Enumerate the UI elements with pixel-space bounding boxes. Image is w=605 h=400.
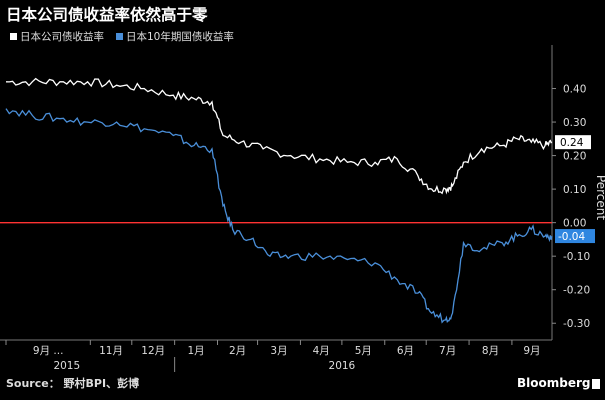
x-tick-label: 8月 [482,345,499,357]
x-tick-label: 11月 [99,345,123,357]
x-year-label: 2015 [53,360,80,372]
legend-item-jgb: 日本10年期国债收益率 [116,29,234,44]
x-tick-label: 3月 [270,345,287,357]
series-line-jgb [5,108,553,324]
y-tick-label: 0.10 [563,184,586,196]
legend-swatch-white [10,33,17,40]
series-line-corporate [5,77,553,195]
y-tick-label: 0.30 [563,117,586,129]
y-tick-label: 0.20 [563,151,586,163]
x-tick-label: 4月 [313,345,330,357]
bloomberg-mark-icon [592,379,600,389]
y-tick-label: -0.20 [563,285,590,297]
legend-swatch-blue [116,33,123,40]
last-value-bg-corporate [555,135,591,150]
last-value-corporate: 0.24 [560,137,584,149]
legend-item-corporate: 日本公司债收益率 [10,29,104,44]
y-tick-label: 0.40 [563,84,586,96]
legend: 日本公司债收益率 日本10年期国债收益率 [10,29,234,44]
y-tick-label: -0.30 [563,318,590,330]
y-tick-label: -0.10 [563,251,590,263]
x-tick-label: 9月 [523,345,540,357]
y-tick-label: 0.00 [563,218,586,230]
source-text: Source： 野村BPI、彭博 [6,377,140,390]
x-tick-label: 2月 [229,345,246,357]
x-tick-label: 5月 [355,345,372,357]
x-year-label: 2016 [329,360,356,372]
legend-label-jgb: 日本10年期国债收益率 [126,31,234,43]
x-tick-label: 7月 [439,345,456,357]
bloomberg-logo: Bloomberg [517,376,591,390]
chart-title: 日本公司债收益率依然高于零 [6,6,208,24]
legend-label-corporate: 日本公司债收益率 [20,31,104,43]
x-tick-label: 1月 [187,345,204,357]
x-tick-label: 12月 [141,345,165,357]
y-axis-label: Percent [594,175,605,220]
last-value-jgb: -0.04 [558,231,585,243]
x-tick-label: 6月 [397,345,414,357]
last-value-bg-jgb [555,229,595,244]
x-tick-label: 9月 ... [33,345,64,357]
